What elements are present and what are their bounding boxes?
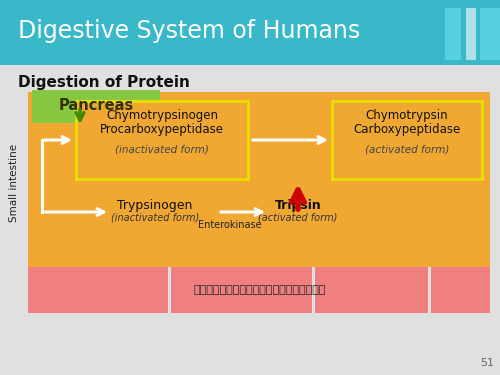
FancyBboxPatch shape [466,8,476,60]
FancyBboxPatch shape [28,92,490,267]
Text: Digestive System of Humans: Digestive System of Humans [18,19,360,43]
FancyBboxPatch shape [76,101,248,179]
Text: Chymotrypsin: Chymotrypsin [366,108,448,122]
Text: Carboxypeptidase: Carboxypeptidase [354,123,461,135]
Text: (activated form): (activated form) [365,144,449,154]
FancyBboxPatch shape [0,0,500,65]
FancyBboxPatch shape [168,267,171,313]
Text: 51: 51 [480,358,494,368]
Text: Enterokinase: Enterokinase [198,220,262,230]
FancyBboxPatch shape [428,267,431,313]
Text: Chymotrypsinogen: Chymotrypsinogen [106,108,218,122]
Text: Small intestine: Small intestine [9,144,19,222]
Text: (activated form): (activated form) [258,213,338,223]
FancyBboxPatch shape [445,8,461,60]
FancyBboxPatch shape [32,90,160,123]
Text: เซลล์บุผนังลำไส้เล็ก: เซลล์บุผนังลำไส้เล็ก [194,285,326,295]
Text: (inactivated form): (inactivated form) [111,213,199,223]
FancyBboxPatch shape [332,101,482,179]
Text: Procarboxypeptidase: Procarboxypeptidase [100,123,224,135]
FancyBboxPatch shape [28,267,490,313]
Text: Digestion of Protein: Digestion of Protein [18,75,190,90]
FancyBboxPatch shape [480,8,500,60]
FancyBboxPatch shape [312,267,315,313]
Text: Pancreas: Pancreas [58,99,134,114]
Text: Tripsin: Tripsin [274,198,322,211]
Text: Trypsinogen: Trypsinogen [118,198,192,211]
Text: (inactivated form): (inactivated form) [115,144,209,154]
